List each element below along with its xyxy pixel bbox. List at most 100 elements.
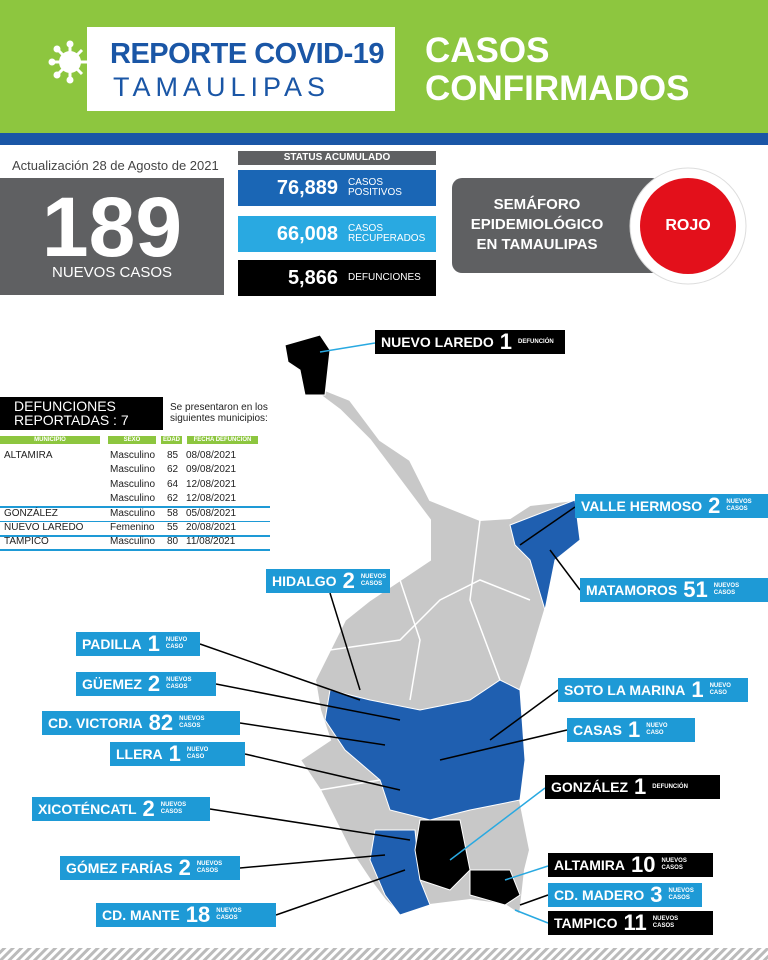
municipality-name: LLERA — [116, 746, 163, 762]
status-value: 66,008 — [276, 222, 338, 245]
case-count: 2 — [142, 796, 155, 821]
case-note-line: NUEVOS — [160, 802, 187, 808]
case-note-line: NUEVO — [646, 723, 668, 729]
case-note-line: CASO — [186, 754, 205, 760]
status-label-line: RECUPERADOS — [348, 233, 426, 244]
case-note: NUEVO CASO — [166, 637, 187, 651]
case-note-line: NUEVOS — [179, 716, 205, 722]
status-value: 5,866 — [287, 266, 338, 289]
case-note-line: NUEVOS — [360, 574, 387, 580]
map-label: MATAMOROS 51 NUEVOS CASOS — [580, 577, 768, 602]
heading-line: CASOS — [425, 31, 550, 70]
table-cell: Femenino — [110, 522, 155, 533]
deaths-title-line: DEFUNCIONES — [14, 398, 116, 414]
deaths-note: Se presentaron en los siguientes municip… — [170, 402, 268, 424]
new-cases-label: NUEVOS CASOS — [51, 264, 173, 281]
case-count: 3 — [650, 882, 663, 907]
case-note: NUEVOS CASOS — [714, 583, 739, 597]
case-note: NUEVOS CASOS — [653, 916, 678, 930]
map-label: XICOTÉNCATL 2 NUEVOS CASOS — [32, 796, 210, 821]
update-date: Actualización 28 de Agosto de 2021 — [12, 158, 219, 173]
status-label-line: CASOS — [348, 177, 384, 188]
case-note-line: NUEVOS — [652, 916, 679, 922]
case-count: 1 — [499, 329, 513, 354]
map-label: GÓMEZ FARÍAS 2 NUEVOS CASOS — [60, 855, 240, 880]
case-note: NUEVO CASO — [187, 747, 208, 761]
row-separator — [0, 506, 270, 508]
case-note-line: CASOS — [216, 915, 238, 921]
municipality-name: SOTO LA MARINA — [564, 682, 686, 698]
table-cell: 64 — [167, 478, 179, 490]
semaforo-line: EN TAMAULIPAS — [476, 236, 598, 253]
municipality-name: CD. VICTORIA — [48, 715, 143, 731]
title-box — [87, 27, 395, 111]
case-note-line: NUEVOS — [216, 908, 242, 914]
table-cell: 08/08/2021 — [186, 450, 237, 461]
new-cases-box — [0, 178, 224, 295]
semaforo-line: EPIDEMIOLÓGICO — [470, 216, 604, 233]
new-cases-value: 189 — [41, 180, 183, 274]
table-cell: 09/08/2021 — [186, 464, 237, 476]
case-note: NUEVOS CASOS — [179, 716, 204, 730]
map-label: CD. VICTORIA 82 NUEVOS CASOS — [42, 710, 240, 735]
municipality-name: NUEVO LAREDO — [381, 334, 494, 350]
region-black — [414, 819, 471, 891]
case-note: NUEVOS CASOS — [668, 888, 693, 902]
map-label: NUEVO LAREDO 1 DEFUNCIÓN — [375, 329, 565, 354]
case-note: NUEVOS CASOS — [161, 802, 186, 816]
case-note-line: CASOS — [179, 723, 201, 729]
case-note-line: CASOS — [360, 581, 383, 587]
case-count: 11 — [623, 910, 647, 935]
row-separator — [0, 520, 270, 523]
case-note: NUEVOS CASOS — [662, 858, 687, 872]
status-item: 66,008 CASOS RECUPERADOS — [238, 216, 436, 252]
case-note: NUEVO CASO — [646, 723, 667, 737]
deaths-title-line: REPORTADAS : 7 — [14, 412, 129, 428]
virus-icon — [48, 40, 87, 84]
case-note: NUEVO CASO — [710, 683, 731, 697]
status-label-line: CASOS — [348, 223, 384, 234]
table-cell: 85 — [167, 450, 179, 461]
case-note-line: NUEVOS — [196, 861, 223, 867]
deaths-note-line: Se presentaron en los — [170, 402, 268, 413]
case-note-line: DEFUNCIÓN — [652, 783, 688, 790]
municipality-name: PADILLA — [82, 636, 142, 652]
semaforo-line: SEMÁFORO — [493, 196, 581, 213]
subtitle: TAMAULIPAS — [113, 72, 331, 102]
status-item: 5,866 DEFUNCIONES — [238, 260, 436, 296]
case-note-line: CASOS — [196, 868, 219, 874]
column-header: MUNICIPIO — [34, 437, 66, 443]
case-note-line: CASO — [165, 644, 184, 650]
semaforo-label: SEMÁFORO EPIDEMIOLÓGICO EN TAMAULIPAS — [452, 195, 622, 255]
table-cell: Masculino — [110, 450, 156, 461]
map-label: TAMPICO 11 NUEVOS CASOS — [548, 910, 713, 935]
case-note: NUEVOS CASOS — [166, 677, 191, 691]
case-count: 1 — [691, 677, 704, 702]
deaths-title: DEFUNCIONES REPORTADAS : 7 — [14, 399, 129, 427]
municipality-name: XICOTÉNCATL — [38, 801, 137, 817]
case-note: DEFUNCIÓN — [652, 784, 688, 791]
municipality-name: GÓMEZ FARÍAS — [66, 860, 173, 876]
case-note-line: DEFUNCIÓN — [518, 338, 554, 345]
table-cell: Masculino — [110, 493, 156, 505]
column-header: FECHA DEFUNCIÓN — [193, 437, 252, 443]
status-title: STATUS ACUMULADO — [283, 152, 391, 163]
case-note-line: NUEVO — [165, 637, 188, 643]
table-cell: 05/08/2021 — [186, 507, 237, 519]
heading-line: CONFIRMADOS — [425, 69, 690, 108]
case-note-line: NUEVOS — [726, 499, 752, 505]
row-separator — [0, 549, 270, 551]
table-cell: 11/08/2021 — [186, 536, 236, 548]
table-cell: ALTAMIRA — [4, 450, 53, 461]
footer-hatch — [0, 948, 768, 960]
table-cell: 12/08/2021 — [186, 478, 237, 490]
table-cell: Masculino — [110, 464, 156, 476]
table-cell: 12/08/2021 — [186, 493, 237, 505]
municipality-name: HIDALGO — [272, 573, 337, 589]
map-label: CASAS 1 NUEVO CASO — [567, 717, 695, 742]
status-item: 76,889 CASOS POSITIVOS — [238, 170, 436, 206]
municipality-name: VALLE HERMOSO — [581, 498, 703, 514]
